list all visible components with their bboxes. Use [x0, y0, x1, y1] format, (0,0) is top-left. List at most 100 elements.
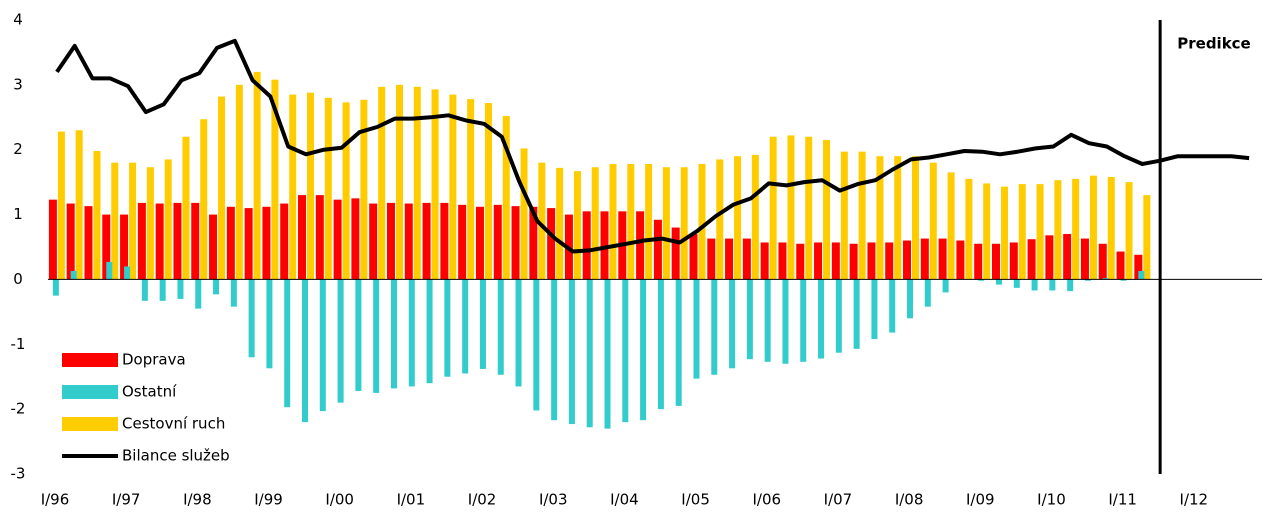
bar [568, 279, 575, 425]
bar [458, 204, 467, 280]
bar [137, 202, 146, 280]
bar [1084, 279, 1091, 281]
legend-label: Doprava [122, 351, 186, 369]
bar [479, 279, 486, 369]
x-tick-label: I/96 [41, 491, 70, 509]
bar [742, 238, 751, 280]
bar [853, 279, 860, 349]
bar [573, 171, 581, 280]
bar [974, 243, 983, 280]
bar [315, 195, 324, 280]
bar [947, 172, 955, 280]
bar [675, 279, 682, 406]
bar [814, 242, 823, 280]
bar [894, 156, 902, 280]
bar [867, 242, 876, 280]
bar [124, 266, 131, 280]
bar [1102, 278, 1109, 280]
x-tick-label: I/08 [895, 491, 924, 509]
bar [586, 279, 593, 428]
bar [693, 279, 700, 379]
bar [938, 238, 947, 280]
bar [995, 279, 1002, 285]
bar [823, 139, 831, 280]
bar [956, 240, 965, 280]
bar [751, 154, 759, 280]
legend-label: Cestovní ruch [122, 415, 225, 433]
bar [235, 84, 243, 280]
bar [529, 206, 538, 280]
x-tick-label: I/99 [254, 491, 283, 509]
bar [978, 279, 985, 281]
bar [1027, 239, 1036, 280]
bar [1072, 178, 1080, 280]
x-tick-label: I/06 [752, 491, 781, 509]
bar [146, 167, 154, 280]
y-tick-label: -1 [11, 335, 26, 353]
bar [1098, 243, 1107, 280]
bar [200, 119, 208, 280]
bar [182, 136, 190, 280]
bar [431, 89, 439, 280]
bar [689, 234, 698, 280]
bar [835, 279, 842, 353]
bar [734, 156, 742, 280]
bar [924, 279, 931, 307]
bar [889, 279, 896, 333]
bar [280, 203, 289, 280]
x-tick-label: I/01 [397, 491, 426, 509]
bar [1067, 279, 1074, 292]
bar [991, 243, 1000, 280]
bar [48, 199, 57, 280]
bar [547, 208, 556, 280]
x-tick-label: I/11 [1108, 491, 1137, 509]
bar [302, 279, 309, 423]
x-tick-label: I/97 [112, 491, 141, 509]
bar [778, 242, 787, 280]
bar [266, 279, 273, 369]
bar [386, 202, 395, 280]
bar [1134, 254, 1143, 280]
x-tick-label: I/12 [1180, 491, 1209, 509]
bar [244, 208, 253, 280]
bar [449, 94, 457, 280]
bar [195, 279, 202, 309]
bar [1143, 195, 1151, 280]
bar [271, 79, 279, 280]
bar [319, 279, 326, 412]
x-tick-label: I/02 [468, 491, 497, 509]
bar [609, 163, 617, 280]
bar [159, 279, 166, 301]
bar [840, 151, 848, 280]
bar [885, 242, 894, 280]
bar [395, 84, 403, 280]
bar [640, 279, 647, 421]
annotation: Predikce [1177, 35, 1250, 53]
legend-swatch [62, 353, 118, 367]
bar [849, 243, 858, 280]
x-tick-label: I/07 [824, 491, 853, 509]
y-tick-label: -2 [11, 400, 26, 418]
bar [515, 279, 522, 387]
bar [230, 279, 237, 307]
bar [653, 219, 662, 280]
y-tick-label: -3 [11, 465, 26, 483]
bar [831, 242, 840, 280]
bar [1120, 279, 1127, 281]
bar [444, 279, 451, 377]
bar [373, 279, 380, 393]
bar [796, 243, 805, 280]
bar [582, 211, 591, 280]
bar [622, 279, 629, 423]
bar [355, 279, 362, 391]
bar [164, 159, 172, 280]
x-tick-label: I/05 [681, 491, 710, 509]
bar [502, 115, 510, 280]
bar [155, 203, 164, 280]
bar [662, 167, 670, 280]
bar [1031, 279, 1038, 291]
bar [707, 238, 716, 280]
bar [912, 156, 920, 280]
bar [746, 279, 753, 360]
